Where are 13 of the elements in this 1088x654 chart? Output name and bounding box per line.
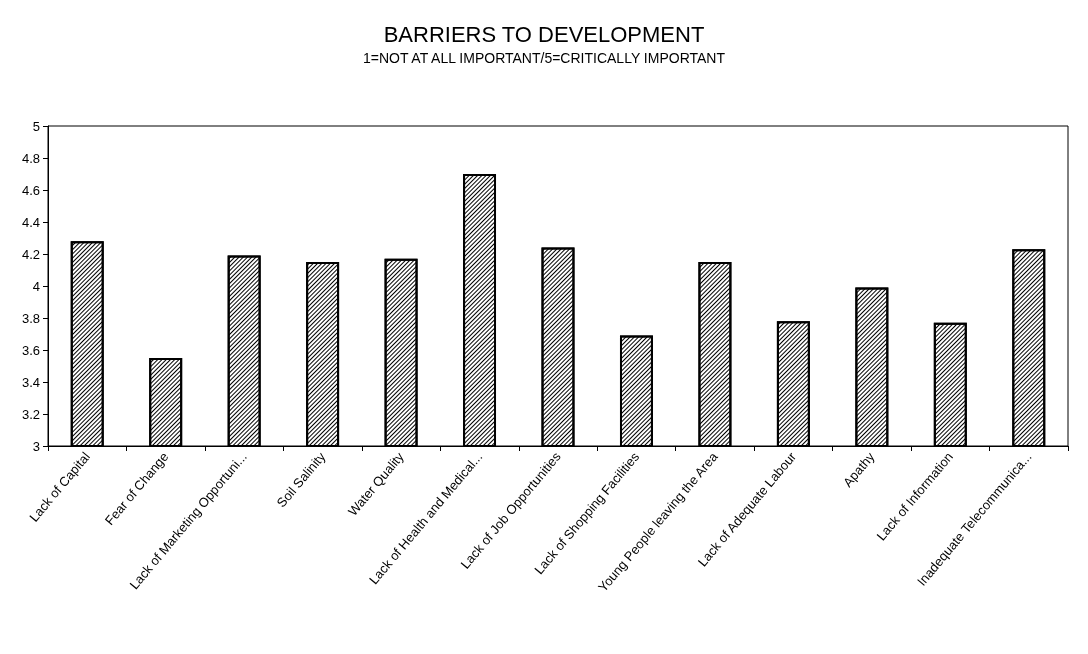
y-tick-label: 3.4 bbox=[21, 374, 40, 390]
y-tick-label: 3 bbox=[32, 438, 40, 454]
chart-title: BARRIERS TO DEVELOPMENT bbox=[383, 21, 705, 47]
y-tick-label: 4.8 bbox=[21, 150, 40, 166]
y-tick-label: 3.2 bbox=[21, 406, 40, 422]
y-tick-label: 4.2 bbox=[21, 246, 40, 262]
y-tick-label: 5 bbox=[32, 118, 40, 134]
y-tick-label: 4 bbox=[32, 278, 40, 294]
y-tick-label: 3.8 bbox=[21, 310, 40, 326]
y-tick-label: 4.4 bbox=[21, 214, 40, 230]
chart-subtitle: 1=NOT AT ALL IMPORTANT/5=CRITICALLY IMPORTANT bbox=[362, 50, 726, 66]
y-tick-label: 4.6 bbox=[21, 182, 40, 198]
y-tick-label: 3.6 bbox=[21, 342, 40, 358]
